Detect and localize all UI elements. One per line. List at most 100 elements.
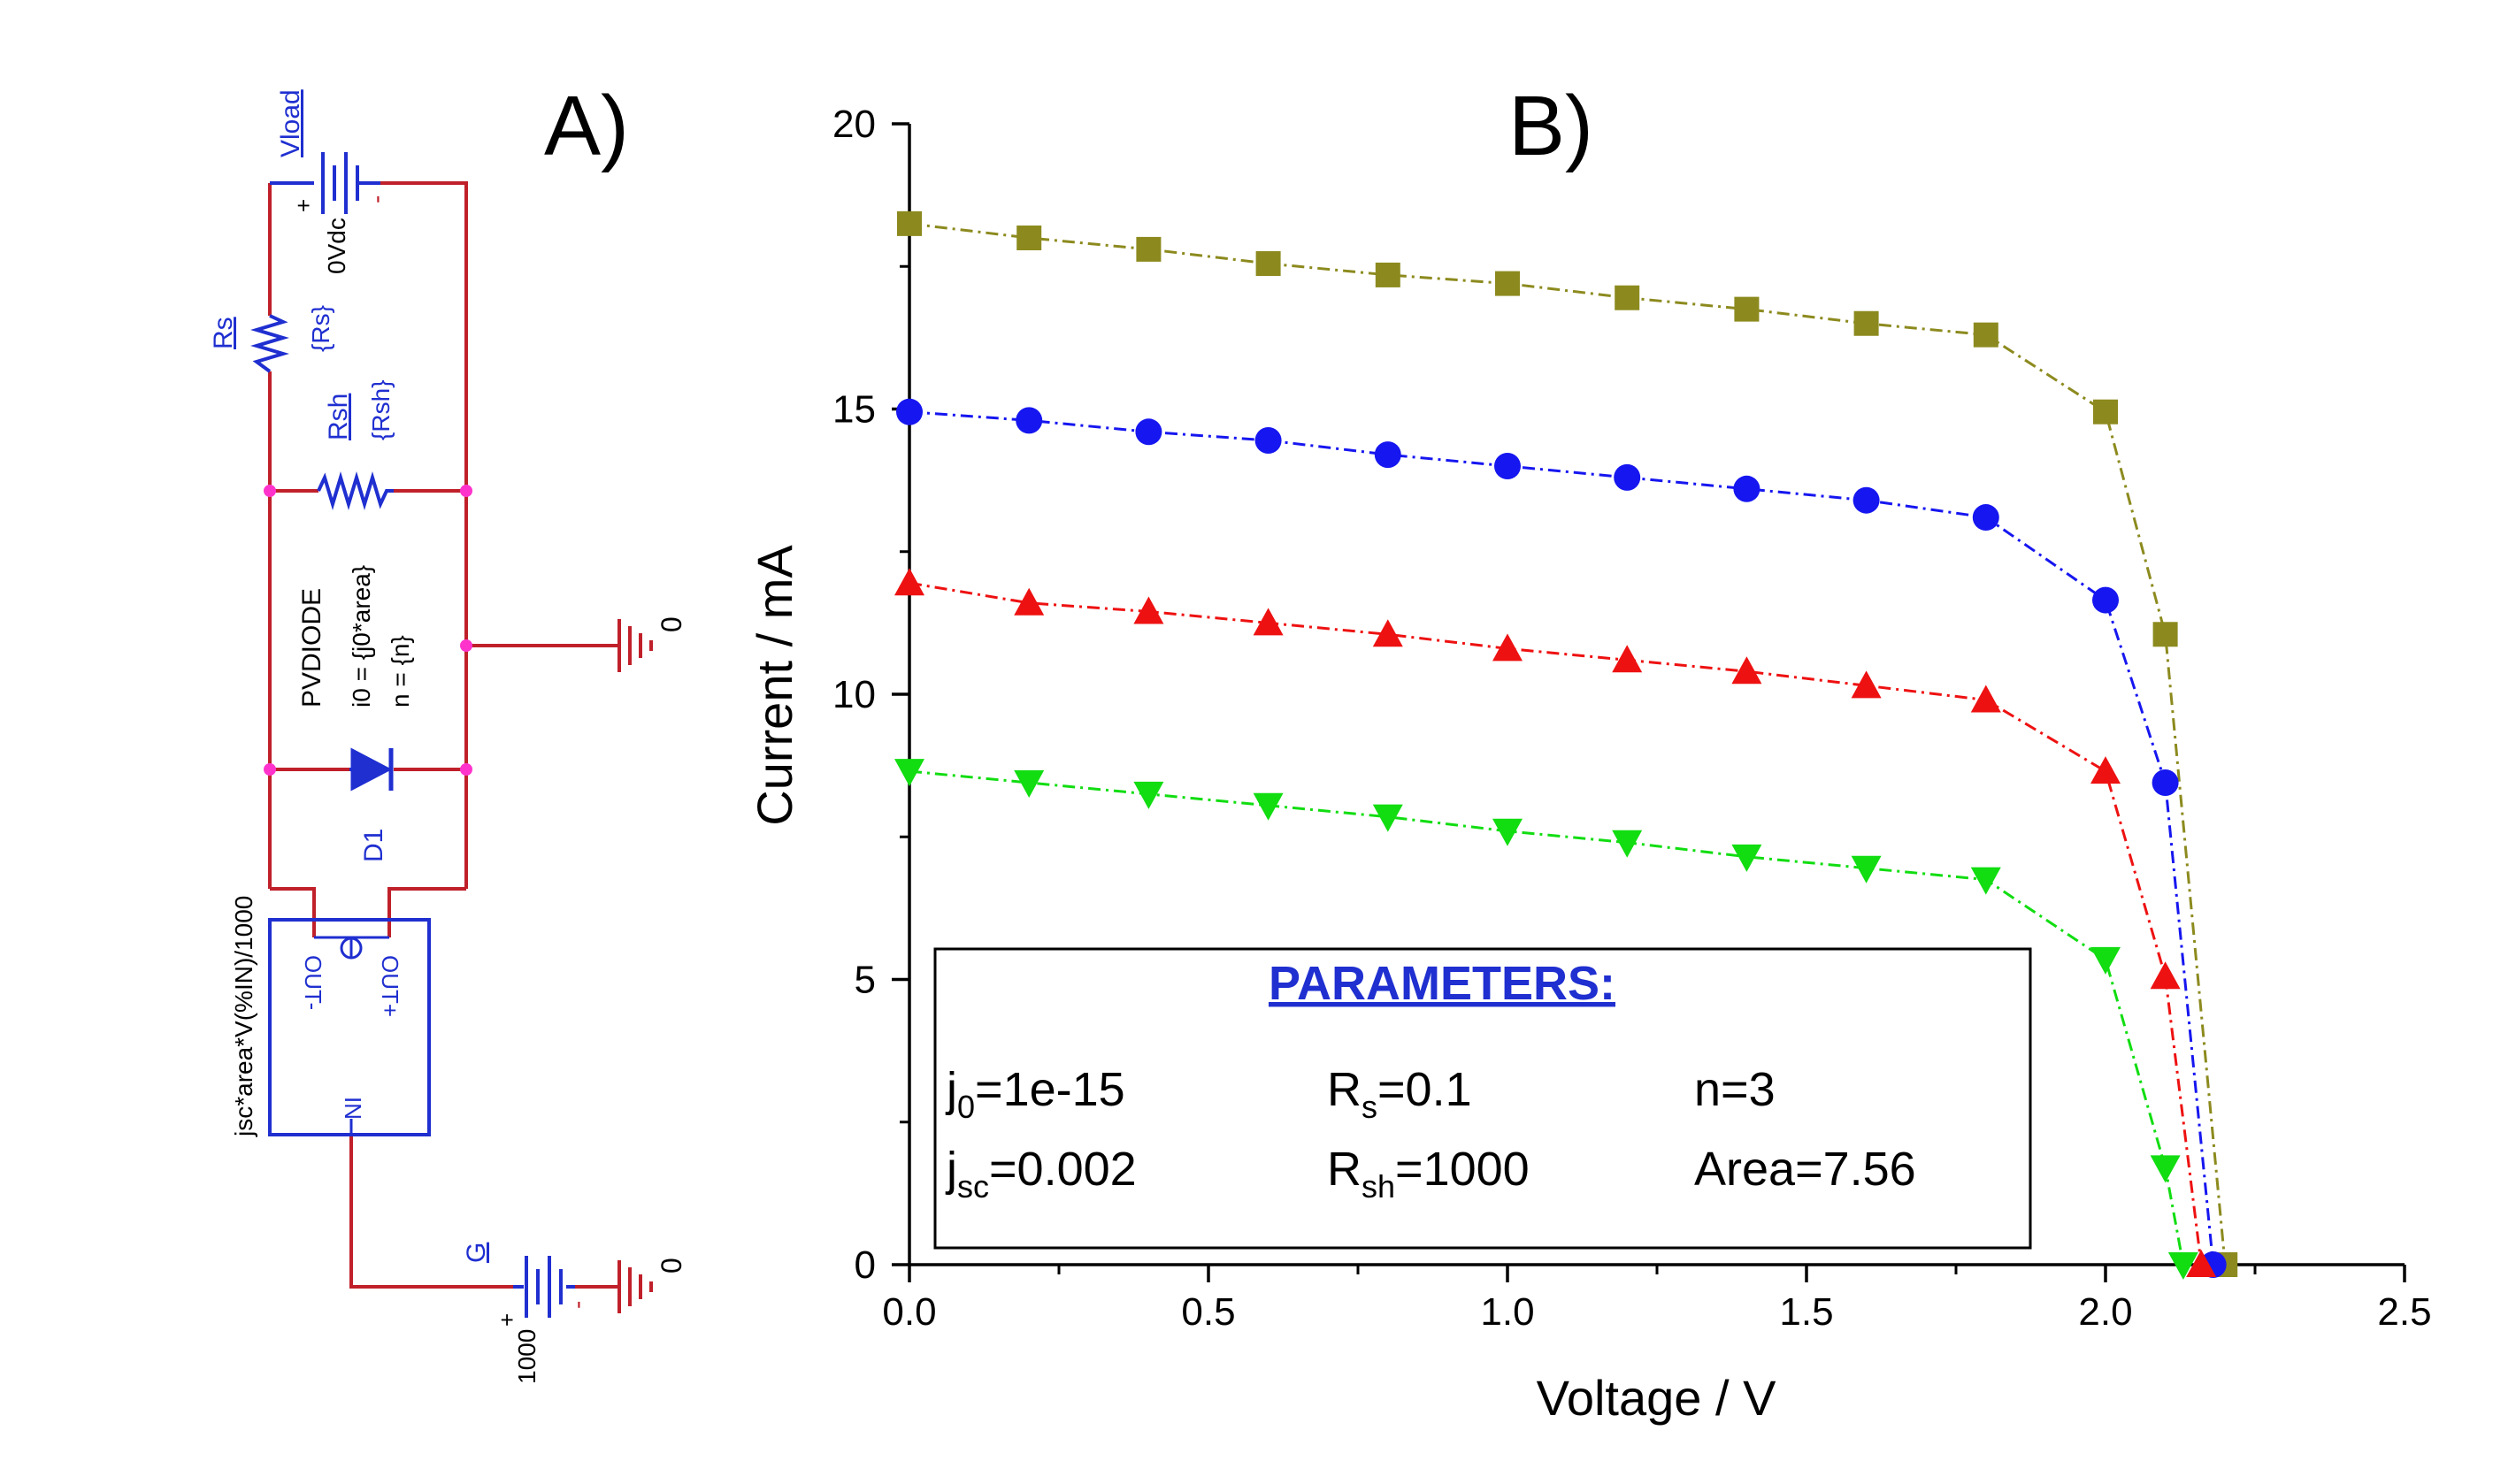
x-tick-label: 1.0	[1480, 1290, 1534, 1334]
source-out-plus: OUT+	[377, 955, 403, 1017]
data-point	[894, 568, 924, 596]
data-point	[2152, 622, 2178, 647]
rs-label: Rs	[209, 317, 238, 349]
data-point	[2090, 756, 2121, 784]
data-point	[1614, 463, 1641, 491]
g-battery	[513, 1256, 575, 1318]
x-axis-label: Voltage / V	[1537, 1370, 1777, 1426]
source-expression: jsc*area*V(%IN)/1000	[230, 896, 257, 1137]
rsh-label: Rsh	[324, 394, 353, 440]
parameter-0-2: n=3	[1694, 1063, 1776, 1116]
x-tick-label: 2.5	[2377, 1290, 2431, 1334]
y-tick-label: 0	[855, 1243, 876, 1287]
data-point	[1734, 296, 1760, 322]
y-axis-label: Current / mA	[747, 545, 802, 826]
parameters-title: PARAMETERS:	[1269, 957, 1615, 1010]
series-layer	[894, 210, 2238, 1280]
y-tick-label: 10	[832, 673, 876, 716]
g-value: 1000	[513, 1329, 541, 1384]
vload-value: 0Vdc	[323, 218, 350, 274]
source-out-minus: OUT-	[300, 955, 326, 1010]
g-minus-sign: -	[564, 1301, 591, 1309]
data-point	[2150, 961, 2181, 990]
series-triangle-down	[894, 759, 2198, 1280]
parameter-1-0: jsc=0.002	[945, 1143, 1137, 1205]
y-ticks: 0 5 10 15 20	[832, 103, 909, 1287]
data-point	[1612, 645, 1643, 673]
panel-b-label: B)	[1508, 79, 1593, 173]
parameter-1-2: Area=7.56	[1694, 1143, 1916, 1196]
diode-d1	[349, 747, 394, 792]
data-point	[1254, 426, 1282, 454]
ground-1-value: 0	[656, 616, 687, 632]
x-ticks: 0.0 0.5 1.0 1.5 2.0 2.5	[882, 1265, 2432, 1334]
parameter-0-0: j0=1e-15	[945, 1063, 1125, 1125]
data-point	[1612, 830, 1643, 858]
data-point	[1253, 608, 1284, 636]
parameters-cells: j0=1e-15 Rs=0.1 n=3 jsc=0.002 Rsh=1000 Area=7…	[945, 1063, 1916, 1205]
x-tick-label: 0.5	[1181, 1290, 1235, 1334]
source-in: IN	[340, 1097, 366, 1120]
data-point	[2093, 399, 2118, 425]
series-triangle-up	[894, 568, 2217, 1277]
circuit-nodes	[264, 485, 472, 776]
rs-resistor	[250, 314, 289, 373]
data-point	[1970, 867, 2001, 895]
data-point	[1135, 418, 1162, 446]
data-point	[1133, 781, 1164, 809]
g-plus-sign: +	[494, 1313, 520, 1327]
data-point	[1492, 818, 1523, 846]
y-tick-label: 5	[855, 959, 876, 1002]
data-point	[1136, 236, 1162, 262]
y-tick-label: 20	[832, 103, 876, 146]
rs-value: {Rs}	[307, 305, 334, 352]
series-square	[897, 210, 2238, 1277]
data-point	[1014, 587, 1045, 616]
data-point	[1495, 271, 1520, 296]
data-point	[1016, 407, 1043, 434]
data-point	[894, 759, 924, 787]
data-point	[2150, 1155, 2181, 1183]
rsh-resistor	[317, 471, 394, 510]
data-point	[2167, 1252, 2198, 1280]
vload-label: Vload	[276, 89, 305, 157]
rsh-value: {Rsh}	[367, 380, 395, 441]
data-point	[1014, 769, 1045, 798]
ground-symbol-2	[617, 1260, 653, 1313]
data-point	[1972, 504, 1999, 532]
data-point	[1253, 792, 1284, 821]
pvdiode-name: PVDIODE	[297, 588, 326, 708]
ground-symbol-1	[617, 619, 653, 672]
data-point	[1733, 475, 1760, 502]
data-point	[2090, 946, 2121, 975]
data-point	[1970, 685, 2001, 713]
data-point	[1374, 441, 1401, 469]
data-point	[1016, 226, 1042, 250]
parameter-0-1: Rs=0.1	[1327, 1063, 1472, 1125]
data-point	[1372, 619, 1403, 647]
data-point	[2152, 769, 2179, 796]
vload-minus-sign: -	[363, 195, 390, 203]
vload-plus-sign: +	[290, 199, 317, 212]
controlled-source	[268, 918, 431, 1136]
data-point	[1853, 310, 1879, 336]
data-point	[1375, 262, 1400, 287]
data-point	[1255, 251, 1281, 277]
data-point	[1615, 285, 1640, 310]
data-point	[897, 210, 922, 236]
panel-a-label: A)	[544, 79, 629, 173]
d1-label: D1	[359, 829, 388, 862]
circuit-schematic: Vload 0Vdc + - Rs {Rs} Rsh {Rsh} PVDIODE…	[209, 89, 687, 1384]
data-point	[1851, 855, 1882, 884]
ground-2-value: 0	[656, 1258, 687, 1274]
pvdiode-n: n = {n}	[387, 635, 414, 708]
data-point	[2186, 1250, 2217, 1277]
data-point	[896, 398, 923, 425]
data-point	[1492, 633, 1523, 662]
x-tick-label: 1.5	[1779, 1290, 1833, 1334]
pvdiode-i0: i0 = {j0*area}	[348, 565, 375, 708]
data-point	[1494, 453, 1521, 479]
